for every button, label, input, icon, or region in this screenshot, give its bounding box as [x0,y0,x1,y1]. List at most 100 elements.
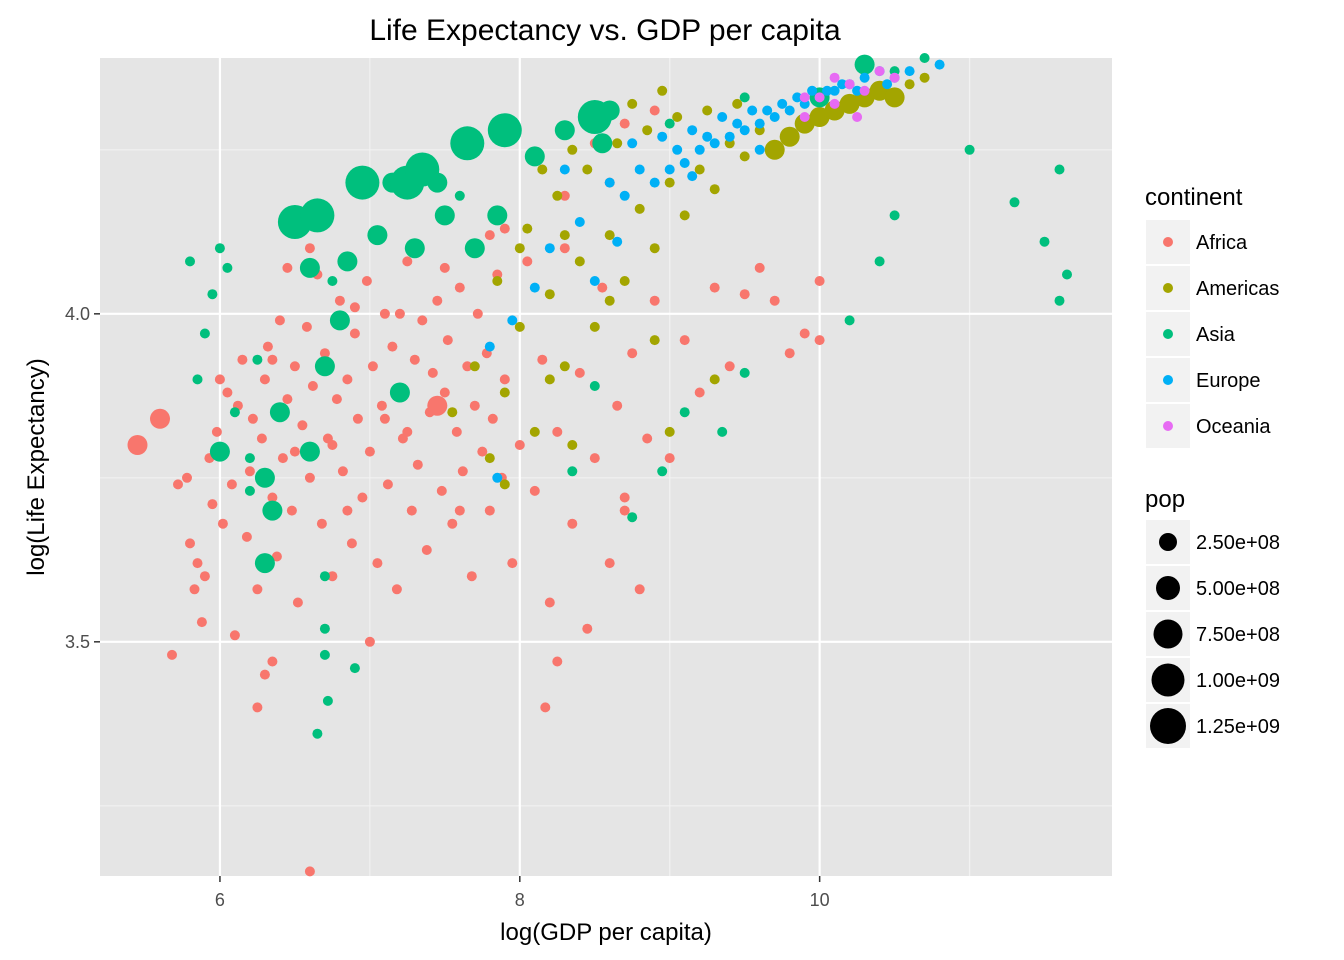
point-africa [337,466,348,477]
point-europe [672,144,683,155]
point-americas [514,321,525,332]
point-africa [484,230,495,241]
point-africa [567,518,578,529]
point-africa [439,387,450,398]
legend-color-title: continent [1145,184,1243,211]
point-africa [402,256,413,267]
point-asia [269,402,290,423]
point-asia [657,466,668,477]
point-asia [1062,269,1072,280]
point-europe [792,92,803,103]
point-europe [837,79,848,90]
point-asia [299,257,320,278]
point-europe [657,131,668,142]
legend-size-dot [1159,533,1177,551]
point-europe [904,66,915,77]
point-africa [185,538,195,549]
point-americas [544,374,555,385]
point-asia [717,426,728,437]
point-africa [619,118,630,129]
point-africa [709,282,720,293]
point-oceania [829,72,840,83]
point-africa [391,584,402,595]
point-africa [409,354,420,365]
point-oceania [852,112,863,122]
legend-key-africa [1163,237,1173,247]
point-asia [844,315,855,326]
point-asia [319,649,330,660]
point-europe [934,59,945,70]
point-africa [189,584,200,595]
point-europe [882,79,893,90]
point-asia [627,512,638,523]
point-africa [207,499,218,510]
legend-key-americas [1163,283,1173,293]
point-asia [874,256,885,267]
point-asia [314,356,335,377]
point-americas [589,321,600,332]
point-asia [199,328,210,339]
point-europe [747,105,758,116]
point-africa [649,105,660,116]
point-africa [277,453,288,464]
major-gridlines [100,58,1112,876]
point-americas [839,93,860,114]
point-americas [642,125,653,136]
point-asia [889,210,900,221]
point-europe [777,98,788,109]
point-africa [282,262,293,273]
point-asia [487,205,508,226]
point-africa [559,190,570,201]
point-africa [406,505,417,516]
point-asia [252,354,263,365]
point-africa [604,558,615,569]
point-americas [514,243,525,254]
point-africa [589,453,600,464]
point-asia [192,374,203,385]
point-africa [487,413,498,424]
point-africa [814,335,825,346]
point-africa [799,328,810,339]
point-africa [544,597,555,608]
legend-size-dot [1150,708,1186,744]
point-europe [544,243,555,254]
point-asia [554,120,575,141]
point-africa [271,551,282,562]
point-africa [286,505,297,516]
point-africa [307,381,318,391]
point-africa [724,361,735,372]
point-africa [241,531,252,542]
point-europe [664,164,675,175]
point-africa [537,354,548,365]
point-africa [634,584,645,595]
point-africa [451,426,462,437]
point-europe [612,236,623,247]
point-africa [259,669,270,680]
point-africa [364,636,375,647]
point-africa [289,446,300,457]
point-oceania [799,92,810,103]
point-asia [454,190,465,201]
x-tick-label: 10 [810,890,830,910]
point-asia [739,92,750,103]
legend-size-label: 5.00e+08 [1196,578,1280,600]
point-asia [222,262,233,273]
point-asia [207,289,218,300]
point-africa [304,866,315,877]
point-asia [427,172,448,193]
point-americas [809,107,830,127]
legend-label-asia: Asia [1196,324,1236,346]
point-africa [349,302,360,313]
point-americas [739,151,750,162]
point-africa [394,308,405,319]
point-americas [484,453,495,464]
point-asia [592,133,613,154]
point-africa [466,571,477,582]
point-africa [574,367,585,378]
point-asia [919,53,930,63]
point-africa [694,387,705,398]
point-europe [807,85,818,96]
point-asia [1039,236,1050,247]
point-americas [664,177,675,188]
legend: continent Africa Americas Asia Europe Oceani… [1145,184,1280,748]
